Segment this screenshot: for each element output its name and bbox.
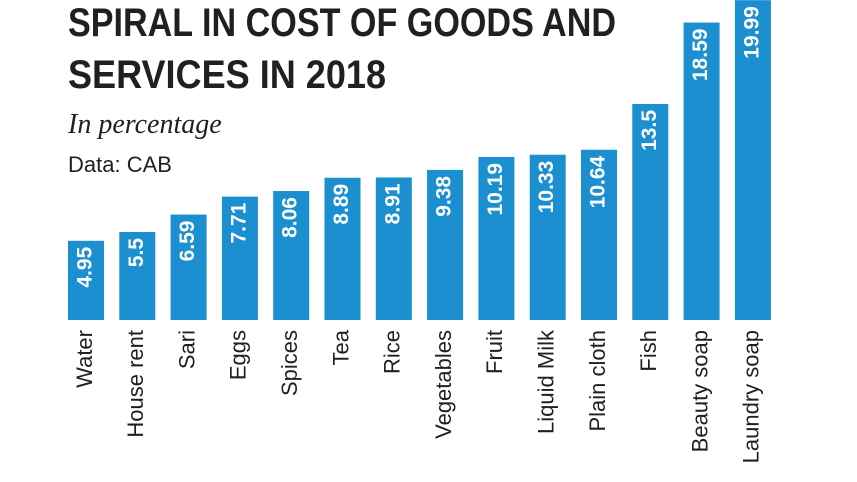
value-label: 18.59	[689, 29, 712, 82]
bar	[68, 240, 104, 320]
value-label: 10.64	[587, 155, 610, 208]
x-tick-label: Laundry soap	[739, 330, 764, 463]
subtitle: In percentage	[67, 109, 222, 140]
bar	[375, 177, 412, 320]
value-label: 8.06	[279, 197, 302, 238]
bar	[119, 232, 156, 320]
value-label: 9.38	[433, 176, 456, 217]
bar	[734, 0, 771, 320]
x-tick-label: House rent	[123, 330, 148, 438]
chart-title: SERVICES IN 2018	[68, 53, 386, 97]
bar	[632, 104, 669, 320]
value-label: 6.59	[176, 221, 199, 262]
bar	[324, 177, 361, 320]
value-label: 10.19	[484, 163, 507, 216]
value-label: 8.91	[381, 183, 404, 224]
bar	[273, 191, 310, 320]
bar	[478, 156, 515, 320]
bar	[581, 149, 617, 320]
value-label: 19.99	[740, 6, 763, 59]
x-tick-label: Tea	[328, 329, 353, 365]
source: Data: CAB	[68, 152, 172, 177]
x-tick-label: Liquid Milk	[534, 329, 559, 434]
value-label: 10.33	[535, 161, 558, 214]
value-label: 4.95	[74, 246, 97, 287]
bar	[529, 154, 566, 320]
x-tick-label: Vegetables	[431, 330, 456, 439]
x-tick-label: Spices	[277, 330, 302, 396]
x-tick-label: Eggs	[226, 330, 251, 380]
value-label: 8.89	[330, 184, 353, 225]
x-tick-label: Rice	[380, 330, 405, 374]
x-tick-label: Fruit	[482, 330, 507, 374]
x-tick-label: Water	[72, 330, 97, 388]
bar	[683, 22, 720, 321]
x-tick-label: Sari	[174, 330, 199, 369]
value-label: 13.5	[638, 110, 661, 151]
bar	[170, 214, 207, 320]
value-label: 5.5	[125, 238, 148, 268]
x-tick-label: Fish	[636, 330, 661, 372]
chart-title: SPIRAL IN COST OF GOODS AND	[68, 1, 616, 45]
x-tick-label: Beauty soap	[687, 330, 712, 452]
bar	[221, 196, 258, 320]
bar	[427, 169, 464, 320]
x-tick-label: Plain cloth	[585, 330, 610, 432]
value-label: 7.71	[227, 202, 250, 243]
